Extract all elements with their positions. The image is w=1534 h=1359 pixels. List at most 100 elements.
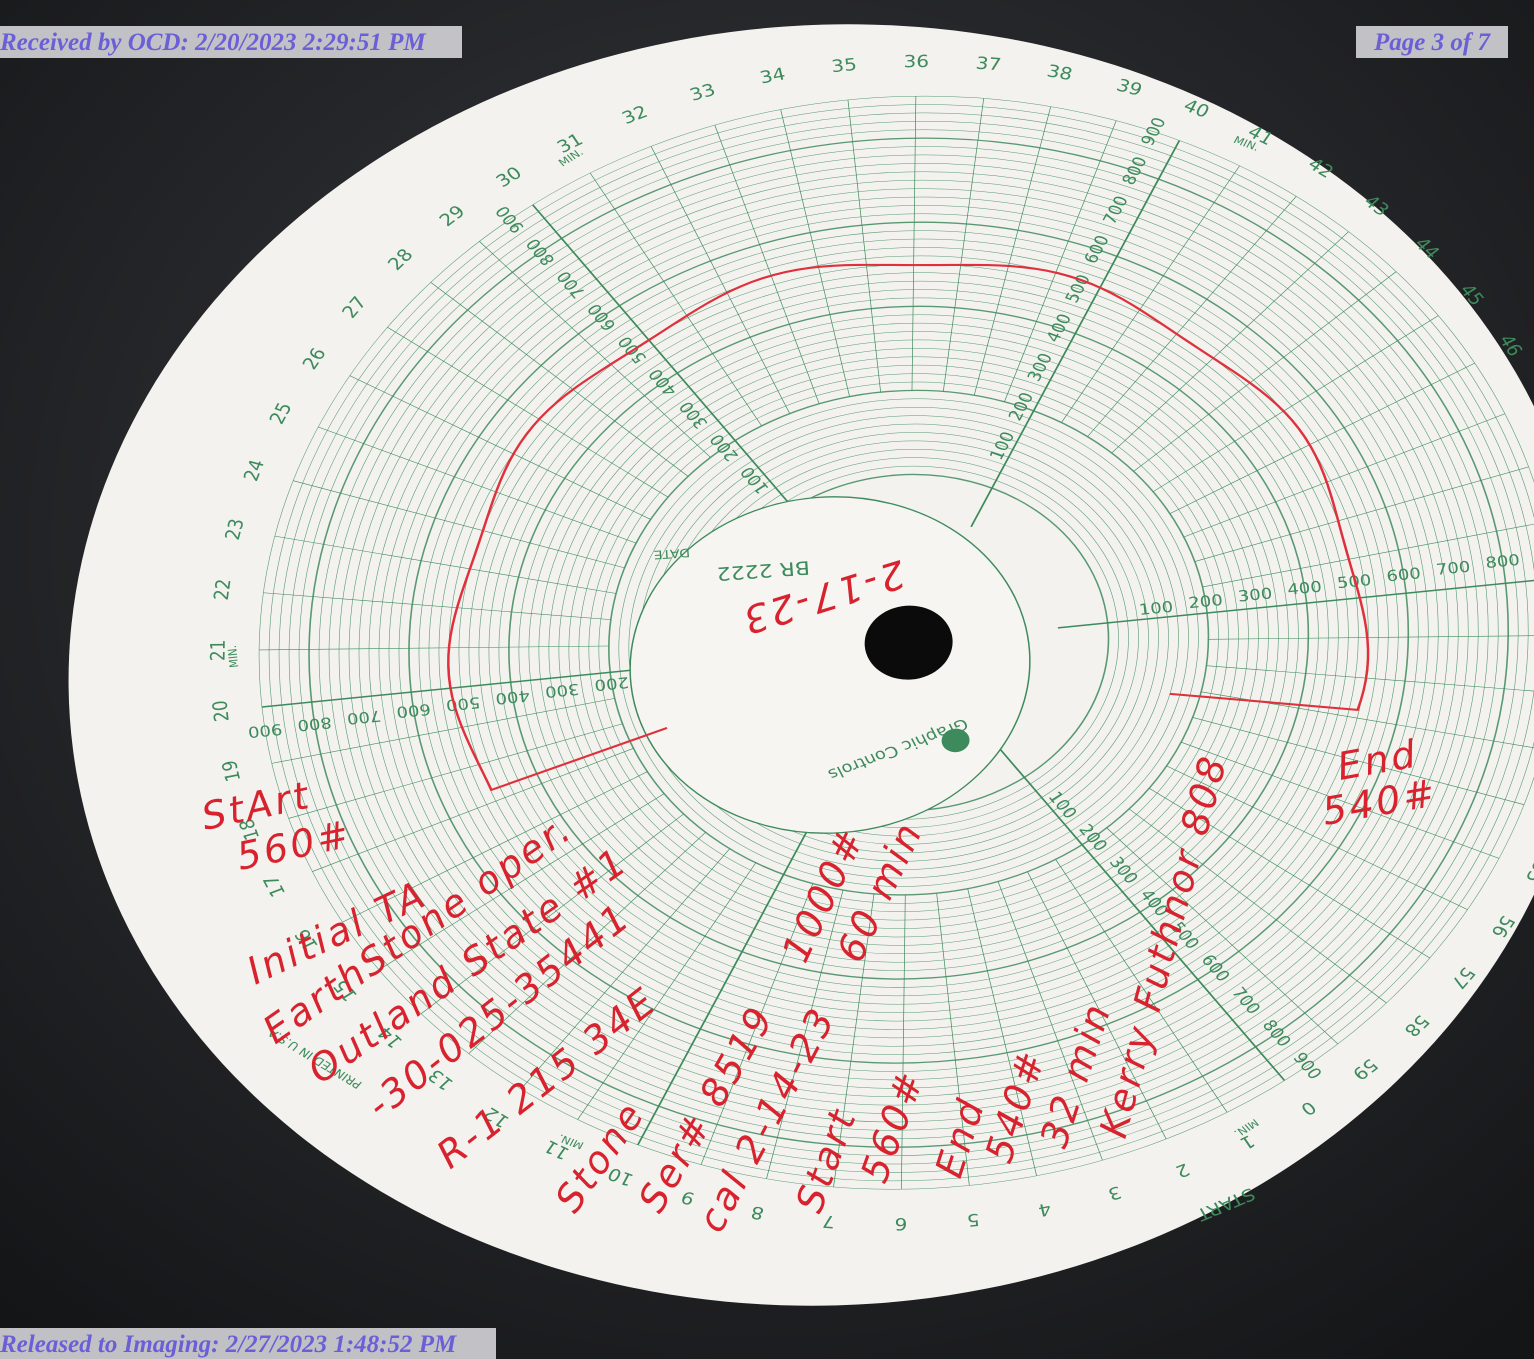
radial-line: [589, 172, 762, 427]
radial-line: [1106, 827, 1339, 1045]
radial-line: [349, 375, 651, 520]
radial-line: [942, 98, 985, 392]
scale-label: 300: [544, 680, 580, 701]
minute-label: 21: [207, 640, 230, 662]
scale-label: 300: [1237, 585, 1273, 606]
radial-line: [1061, 165, 1240, 423]
radial-line: [1133, 271, 1397, 472]
radial-line: [312, 748, 634, 872]
ring: [498, 297, 1319, 988]
stamp-bg: [0, 1328, 496, 1359]
minute-label: 23: [221, 517, 249, 542]
page-number: Page 3 of 7: [1373, 29, 1491, 56]
scale-label: 800: [297, 714, 333, 735]
radial-line: [1206, 665, 1534, 693]
scale-label: 600: [396, 700, 432, 721]
grid: 0MIN.12345678910MIN.11121314151617181920…: [207, 52, 1534, 1233]
radial-line: [1194, 466, 1529, 562]
minute-label: 35: [830, 55, 857, 77]
radial-line: [833, 893, 875, 1187]
ring: [278, 112, 1534, 1173]
radial-line: [1166, 765, 1468, 910]
radial-line: [936, 893, 970, 1186]
ring: [428, 238, 1389, 1047]
radial-line: [1208, 635, 1534, 640]
ring: [348, 171, 1469, 1114]
minute-label: 36: [903, 52, 929, 71]
ring: [618, 398, 1199, 887]
center-hole: [864, 605, 953, 680]
radial-line: [780, 109, 850, 397]
pressure-trace: [447, 263, 1370, 792]
scale-label: 700: [1435, 558, 1471, 579]
ring: [288, 121, 1529, 1165]
ring: [308, 137, 1510, 1148]
brand-logo: [941, 728, 970, 753]
minute-label: 4: [1036, 1198, 1053, 1219]
radial-line: [274, 535, 617, 594]
radial-line: [430, 282, 689, 477]
minute-label: 6: [894, 1214, 907, 1233]
ring: [358, 179, 1459, 1106]
scale-label: 100: [1138, 598, 1174, 619]
radial-line: [387, 327, 669, 498]
ring: [518, 314, 1299, 971]
radial-line: [1202, 521, 1534, 588]
radial-line: [847, 99, 881, 393]
scale-label: 200: [594, 673, 630, 694]
radial-line: [342, 771, 648, 923]
ring: [388, 205, 1429, 1081]
radial-line: [293, 480, 625, 569]
minute-label: 8: [749, 1202, 766, 1223]
minute-label: 47: [1527, 386, 1534, 413]
radial-line: [911, 96, 917, 391]
radial-line: [1027, 871, 1167, 1140]
ring: [398, 213, 1419, 1072]
radial-line: [577, 862, 757, 1120]
minute-unit: MIN.: [225, 645, 241, 669]
scale-label: 500: [445, 694, 481, 715]
chart-disc: 0MIN.12345678910MIN.11121314151617181920…: [68, 24, 1534, 1306]
minute-label: 19: [218, 758, 245, 783]
stamp-bg: [0, 26, 462, 58]
radial-line: [650, 146, 791, 414]
center-area: [629, 496, 1031, 834]
ring: [478, 280, 1339, 1005]
ring: [378, 196, 1439, 1089]
radial-line: [531, 204, 823, 543]
radial-line: [700, 883, 814, 1165]
ring: [598, 381, 1219, 904]
received-stamp: Received by OCD: 2/20/2023 2:29:51 PM: [0, 29, 426, 56]
minute-label: 37: [974, 54, 1002, 75]
radial-line: [1055, 859, 1228, 1113]
scale-label: 700: [346, 707, 382, 728]
minute-label: 34: [758, 65, 787, 88]
minute-label: 38: [1045, 62, 1075, 85]
radial-line: [468, 832, 706, 1054]
radial-line: [1148, 787, 1431, 959]
ring: [488, 289, 1329, 997]
radial-line: [1004, 120, 1117, 402]
scale-label: 800: [1485, 551, 1521, 572]
ring: [468, 272, 1349, 1013]
ring: [568, 356, 1249, 929]
ring: [298, 129, 1519, 1156]
minute-label: 20: [209, 699, 234, 722]
ring: [418, 230, 1399, 1055]
radial-line: [997, 881, 1103, 1161]
ring: [368, 188, 1449, 1097]
radial-line: [994, 743, 1286, 1081]
ring: [578, 364, 1239, 921]
radial-line: [901, 894, 906, 1190]
radial-line: [766, 890, 844, 1179]
radial-line: [263, 592, 611, 620]
stamp-bg: [1356, 26, 1508, 58]
radial-line: [318, 426, 637, 544]
radial-line: [714, 125, 820, 404]
radial-line: [973, 106, 1052, 396]
ring: [628, 406, 1189, 879]
ring: [258, 95, 1534, 1190]
radial-line: [420, 813, 684, 1014]
ring: [338, 163, 1479, 1123]
